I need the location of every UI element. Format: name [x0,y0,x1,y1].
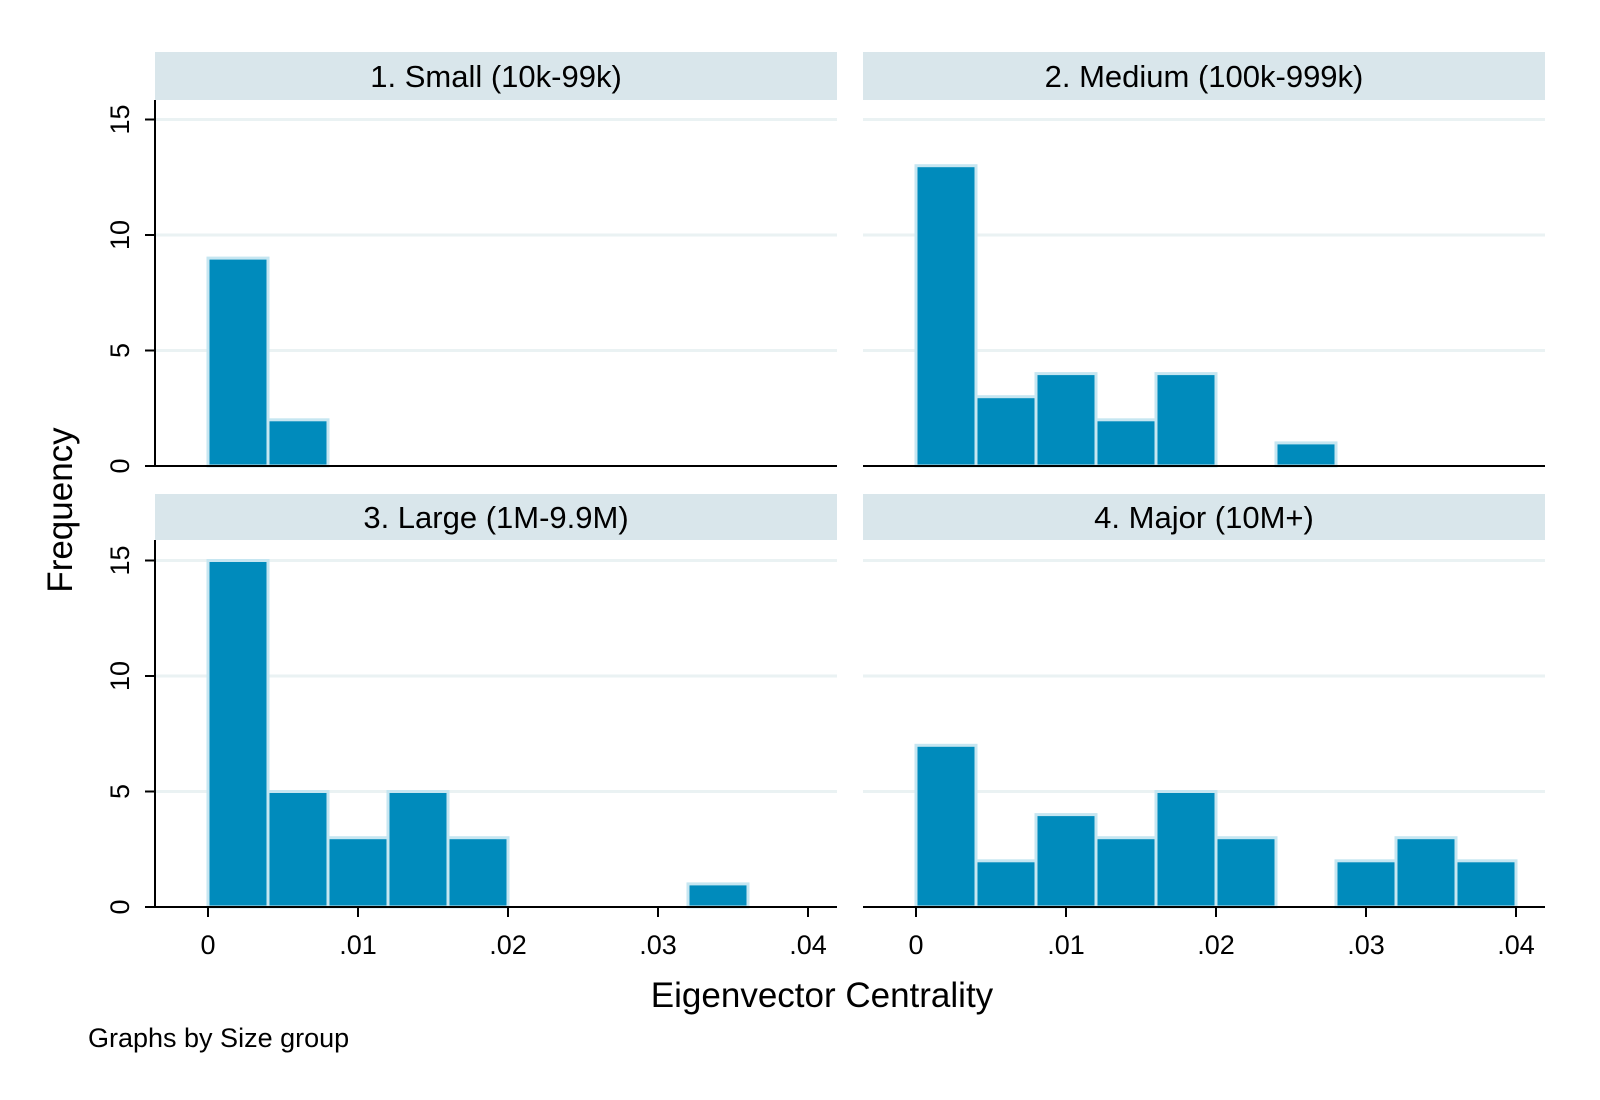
histogram-bar [914,164,978,468]
histogram-bar [1214,836,1278,909]
panel-title: 4. Major (10M+) [1094,500,1314,535]
x-axis-title: Eigenvector Centrality [651,976,994,1015]
x-tick-label: .03 [1347,930,1385,960]
histogram-bar [974,395,1038,468]
histogram-bar [266,790,330,909]
x-tick-label: .02 [1197,930,1235,960]
y-tick-label: 10 [105,661,135,691]
histogram-bar [1154,790,1218,909]
histogram-bar [1094,418,1158,468]
y-tick-label: 15 [105,104,135,134]
panel-title: 2. Medium (100k-999k) [1045,59,1364,94]
y-tick-label: 5 [105,784,135,799]
footnote: Graphs by Size group [88,1023,349,1053]
panel-title: 1. Small (10k-99k) [370,59,622,94]
x-tick-label: 0 [908,930,923,960]
panel-title-strip [155,52,837,100]
y-axis-title: Frequency [41,427,80,593]
panel-title-strip [155,494,837,540]
histogram-bar [1034,813,1098,909]
histogram-bar [686,882,750,909]
panel-title: 3. Large (1M-9.9M) [363,500,628,535]
x-tick-label: .04 [789,930,827,960]
histogram-bar [914,743,978,909]
panel-title-strip [863,494,1545,540]
histogram-bar [1154,372,1218,468]
y-tick-label: 15 [105,545,135,575]
y-tick-label: 0 [105,899,135,914]
x-tick-label: .01 [339,930,377,960]
histogram-bar [1094,836,1158,909]
x-tick-label: 0 [200,930,215,960]
panel-2: 2. Medium (100k-999k) [863,52,1545,468]
histogram-bar [1034,372,1098,468]
x-tick-label: .01 [1047,930,1085,960]
histogram-bar [386,790,450,909]
histogram-bar [974,859,1038,909]
histogram-bar [1454,859,1518,909]
panel-title-strip [863,52,1545,100]
panels-group: 1. Small (10k-99k) 0 5 10 15 2. Medium (100k-… [105,52,1545,960]
x-tick-label: .03 [639,930,677,960]
x-tick-label: .02 [489,930,527,960]
histogram-bar [1334,859,1398,909]
histogram-bar [206,559,270,909]
y-tick-label: 5 [105,343,135,358]
panel-4: 4. Major (10M+) 0 .01 .02 .03 .04 [863,494,1545,960]
histogram-bar [1274,441,1338,468]
histogram-bar [266,418,330,468]
panel-1: 1. Small (10k-99k) 0 5 10 15 [105,52,837,474]
y-tick-label: 10 [105,220,135,250]
histogram-bar [446,836,510,909]
histogram-bar [326,836,390,909]
panel-3: 3. Large (1M-9.9M) 0 5 10 15 0 .01 .02 .03 .04 [105,494,837,960]
x-tick-label: .04 [1497,930,1535,960]
y-tick-label: 0 [105,458,135,473]
histogram-bar [1394,836,1458,909]
histogram-bar [206,256,270,468]
